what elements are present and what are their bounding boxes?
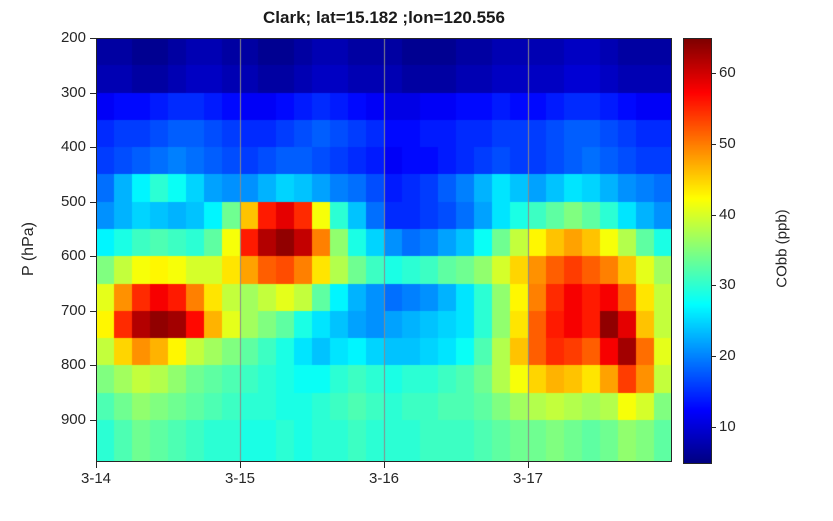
colorbar-canvas [683, 38, 712, 464]
colorbar-label: CObb (ppb) [773, 209, 791, 288]
y-tick-mark [90, 419, 96, 421]
y-tick-label: 700 [60, 301, 86, 319]
y-tick-label: 900 [60, 410, 86, 428]
x-tick-mark [96, 462, 97, 468]
colorbar-tick-mark [711, 426, 716, 428]
colorbar-tick-label: 40 [719, 205, 736, 223]
x-tick-label: 3-16 [368, 470, 400, 487]
colorbar-tick-label: 10 [719, 417, 736, 435]
colorbar-tick-mark [711, 73, 716, 75]
y-tick-mark [90, 256, 96, 258]
colorbar-tick-mark [711, 285, 716, 287]
x-tick-mark [384, 462, 385, 468]
y-tick-mark [90, 147, 96, 149]
x-tick-mark [528, 462, 529, 468]
chart-title: Clark; lat=15.182 ;lon=120.556 [263, 8, 505, 27]
x-tick-label: 3-14 [80, 470, 112, 487]
y-axis-label: P (hPa) [20, 222, 37, 276]
y-tick-label: 200 [60, 29, 86, 46]
colorbar-tick-mark [711, 356, 716, 357]
x-tick-label: 3-17 [512, 470, 544, 487]
colorbar-tick-label: 60 [719, 64, 736, 82]
y-tick-label: 600 [60, 247, 86, 265]
colorbar-tick-mark [711, 144, 716, 145]
heatmap-canvas [96, 38, 672, 462]
y-tick-mark [90, 365, 96, 367]
colorbar-tick-label: 50 [719, 135, 736, 152]
x-tick-mark [240, 462, 241, 468]
y-tick-label: 500 [60, 192, 86, 210]
y-tick-label: 400 [60, 138, 86, 156]
x-tick-label: 3-15 [224, 470, 256, 487]
y-tick-mark [90, 92, 96, 94]
colorbar-tick-label: 20 [719, 347, 736, 364]
y-tick-label: 300 [60, 83, 86, 101]
colorbar-tick-label: 30 [719, 276, 736, 294]
y-tick-label: 800 [60, 356, 86, 374]
y-tick-mark [90, 201, 96, 203]
colorbar-tick-mark [711, 214, 716, 216]
y-tick-mark [90, 310, 96, 312]
y-tick-mark [90, 38, 96, 39]
